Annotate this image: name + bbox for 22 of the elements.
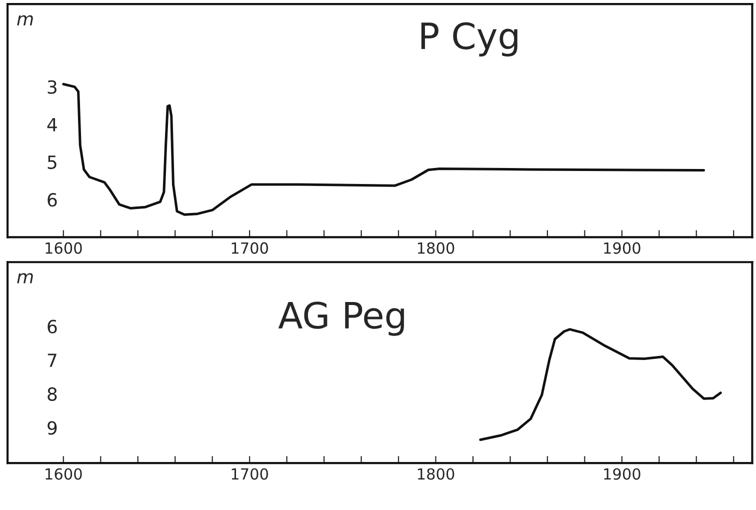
x-tick-label: 1800 <box>418 242 454 254</box>
y-tick-label: 6 <box>48 193 57 207</box>
y-tick-label: 5 <box>48 156 56 170</box>
y-tick-label: 8 <box>48 387 57 401</box>
y-tick-label: 9 <box>48 421 57 435</box>
x-tick-label: 1900 <box>604 468 640 480</box>
y-tick-label: 7 <box>48 354 56 367</box>
y-tick-label: 4 <box>47 118 57 132</box>
line-series <box>62 82 706 216</box>
x-tick-label: 1900 <box>604 242 640 254</box>
y-tick-label: 3 <box>48 80 56 94</box>
x-tick-label: 1600 <box>46 242 82 254</box>
y-axis-title: m <box>17 273 33 284</box>
chart-title: P Cyg <box>421 22 518 57</box>
y-axis-title: m <box>17 15 33 26</box>
y-tick-label: 6 <box>48 320 57 334</box>
x-tick-label: 1600 <box>46 468 82 480</box>
line-series <box>479 328 722 442</box>
x-tick-label: 1800 <box>418 468 454 480</box>
x-tick-label: 1700 <box>232 468 268 480</box>
text: AG Peg <box>278 302 404 336</box>
x-tick-label: 1700 <box>232 242 268 254</box>
